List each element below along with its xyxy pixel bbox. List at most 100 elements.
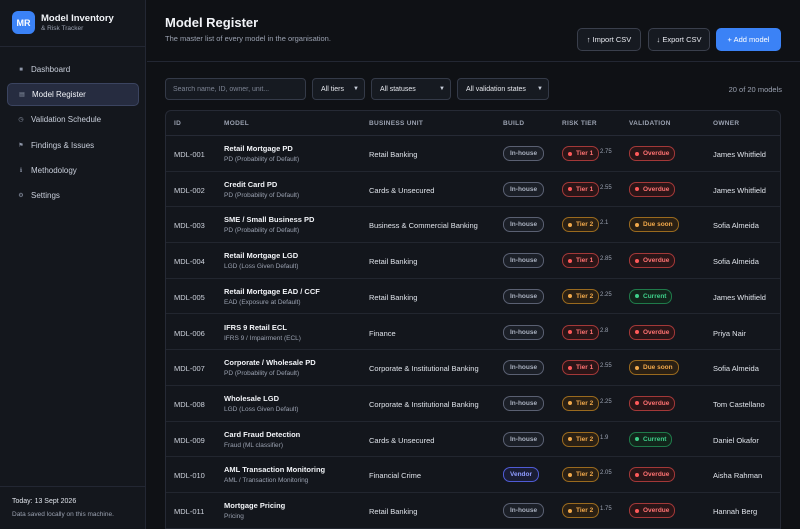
tier-dot-icon <box>568 508 572 513</box>
sidebar-footer-divider <box>0 486 146 487</box>
model-name[interactable]: Corporate / Wholesale PD <box>224 358 316 368</box>
col-owner[interactable]: OWNER <box>713 120 740 127</box>
tier-dot-icon <box>568 472 572 477</box>
col-build[interactable]: BUILD <box>503 120 525 127</box>
table-row[interactable]: MDL-010 AML Transaction Monitoring AML / T… <box>166 457 780 493</box>
table-row[interactable]: MDL-004 Retail Mortgage LGD LGD (Loss Give… <box>166 243 780 279</box>
business-unit: Finance <box>369 328 396 338</box>
build-badge: In-house <box>503 360 545 376</box>
tier-dot-icon <box>568 330 572 334</box>
business-unit: Retail Banking <box>369 292 418 302</box>
risk-score: 2.75 <box>600 149 612 155</box>
business-unit: Corporate & Institutional Banking <box>369 399 479 409</box>
sidebar-item-label: Model Register <box>32 90 86 100</box>
col-id[interactable]: ID <box>174 120 182 127</box>
status-dot-icon <box>635 151 639 156</box>
sidebar-item-label: Settings <box>31 190 60 200</box>
model-name[interactable]: SME / Small Business PD <box>224 215 315 225</box>
business-unit: Retail Banking <box>369 257 418 267</box>
model-name[interactable]: AML Transaction Monitoring <box>224 465 326 475</box>
business-unit: Business & Commercial Banking <box>369 221 478 231</box>
validation-filter-select[interactable]: All validation states ▼ <box>457 78 549 100</box>
sidebar-item-validation-schedule[interactable]: ◷ Validation Schedule <box>7 108 139 131</box>
export-csv-button[interactable]: ↓ Export CSV <box>648 28 710 51</box>
status-filter-value: All statuses <box>380 85 416 93</box>
risk-score: 2.85 <box>600 256 612 263</box>
chevron-down-icon: ▼ <box>353 86 359 92</box>
model-name[interactable]: IFRS 9 Retail ECL <box>224 322 287 332</box>
status-dot-icon <box>635 258 639 263</box>
model-name[interactable]: Retail Mortgage LGD <box>224 251 299 261</box>
risk-tier-label: Tier 2 <box>576 292 594 300</box>
owner: Sofia Almeida <box>713 221 759 231</box>
model-name[interactable]: Retail Mortgage PD <box>224 144 293 153</box>
search-input[interactable] <box>165 78 306 100</box>
business-unit: Cards & Unsecured <box>369 185 435 195</box>
owner: Sofia Almeida <box>713 257 759 267</box>
validation-badge: Current <box>629 431 673 447</box>
table-row[interactable]: MDL-011 Mortgage Pricing Pricing Retail Ban… <box>166 493 780 529</box>
status-dot-icon <box>635 437 639 442</box>
sidebar-item-findings-issues[interactable]: ⚑ Findings & Issues <box>7 134 139 157</box>
owner: James Whitfield <box>713 150 766 159</box>
model-name[interactable]: Credit Card PD <box>224 179 278 189</box>
sidebar-item-methodology[interactable]: ℹ Methodology <box>7 159 139 182</box>
page-title: Model Register <box>165 15 259 30</box>
risk-score: 2.55 <box>600 184 612 191</box>
status-filter-select[interactable]: All statuses ▼ <box>371 78 451 100</box>
risk-score: 2.8 <box>600 327 609 334</box>
business-unit: Retail Banking <box>369 150 418 159</box>
brand[interactable]: MR Model Inventory & Risk Tracker <box>12 11 114 34</box>
risk-score: 2.55 <box>600 363 612 370</box>
table-row[interactable]: MDL-008 Wholesale LGD LGD (Loss Given Defa… <box>166 386 780 422</box>
validation-label: Current <box>643 435 667 443</box>
col-model[interactable]: MODEL <box>224 120 249 127</box>
model-type: Pricing <box>224 513 244 520</box>
model-type: LGD (Loss Given Default) <box>224 405 299 413</box>
col-risk-tier[interactable]: RISK TIER <box>562 120 597 127</box>
validation-label: Overdue <box>643 257 670 265</box>
tier-filter-select[interactable]: All tiers ▼ <box>312 78 365 100</box>
table-row[interactable]: MDL-005 Retail Mortgage EAD / CCF EAD (Exp… <box>166 279 780 315</box>
brand-text: Model Inventory & Risk Tracker <box>41 13 114 33</box>
info-icon: ℹ <box>19 167 23 174</box>
table-row[interactable]: MDL-002 Credit Card PD PD (Probability of … <box>166 172 780 208</box>
col-validation[interactable]: VALIDATION <box>629 120 671 127</box>
table-row[interactable]: MDL-006 IFRS 9 Retail ECL IFRS 9 / Impairm… <box>166 315 780 351</box>
model-name[interactable]: Retail Mortgage EAD / CCF <box>224 286 320 296</box>
model-name[interactable]: Mortgage Pricing <box>224 501 286 510</box>
model-type: AML / Transaction Monitoring <box>224 477 309 485</box>
validation-label: Overdue <box>643 471 670 479</box>
sidebar-item-dashboard[interactable]: ■ Dashboard <box>7 58 139 81</box>
model-name[interactable]: Card Fraud Detection <box>224 429 301 439</box>
sidebar-item-settings[interactable]: ⚙ Settings <box>7 184 139 207</box>
model-id: MDL-002 <box>174 185 205 195</box>
sidebar-item-model-register[interactable]: ▤ Model Register <box>7 83 139 107</box>
table-row[interactable]: MDL-009 Card Fraud Detection Fraud (ML cla… <box>166 422 780 458</box>
validation-badge: Overdue <box>629 253 676 269</box>
risk-score: 1.9 <box>600 434 609 441</box>
model-id: MDL-005 <box>174 292 205 302</box>
table-row[interactable]: MDL-001 Retail Mortgage PD PD (Probability… <box>166 136 780 172</box>
col-business-unit[interactable]: BUSINESS UNIT <box>369 120 424 127</box>
brand-title: Model Inventory <box>41 12 114 24</box>
import-csv-button[interactable]: ↑ Import CSV <box>577 28 641 51</box>
validation-label: Overdue <box>643 399 670 407</box>
tier-dot-icon <box>568 187 572 192</box>
add-model-button[interactable]: + Add model <box>716 28 781 51</box>
risk-tier-label: Tier 1 <box>576 185 594 193</box>
model-id: MDL-011 <box>174 507 205 516</box>
validation-badge: Due soon <box>629 217 679 233</box>
model-type: Fraud (ML classifier) <box>224 441 283 449</box>
risk-tier-badge: Tier 2 <box>562 431 600 447</box>
table-row[interactable]: MDL-007 Corporate / Wholesale PD PD (Proba… <box>166 350 780 386</box>
model-name[interactable]: Wholesale LGD <box>224 393 280 403</box>
validation-badge: Overdue <box>629 503 676 518</box>
risk-tier-label: Tier 2 <box>576 399 594 407</box>
table-row[interactable]: MDL-003 SME / Small Business PD PD (Probab… <box>166 207 780 244</box>
model-id: MDL-006 <box>174 328 205 338</box>
validation-badge: Overdue <box>629 467 676 483</box>
sidebar-item-label: Dashboard <box>31 65 71 74</box>
validation-badge: Due soon <box>629 360 679 376</box>
owner: Sofia Almeida <box>713 364 759 374</box>
